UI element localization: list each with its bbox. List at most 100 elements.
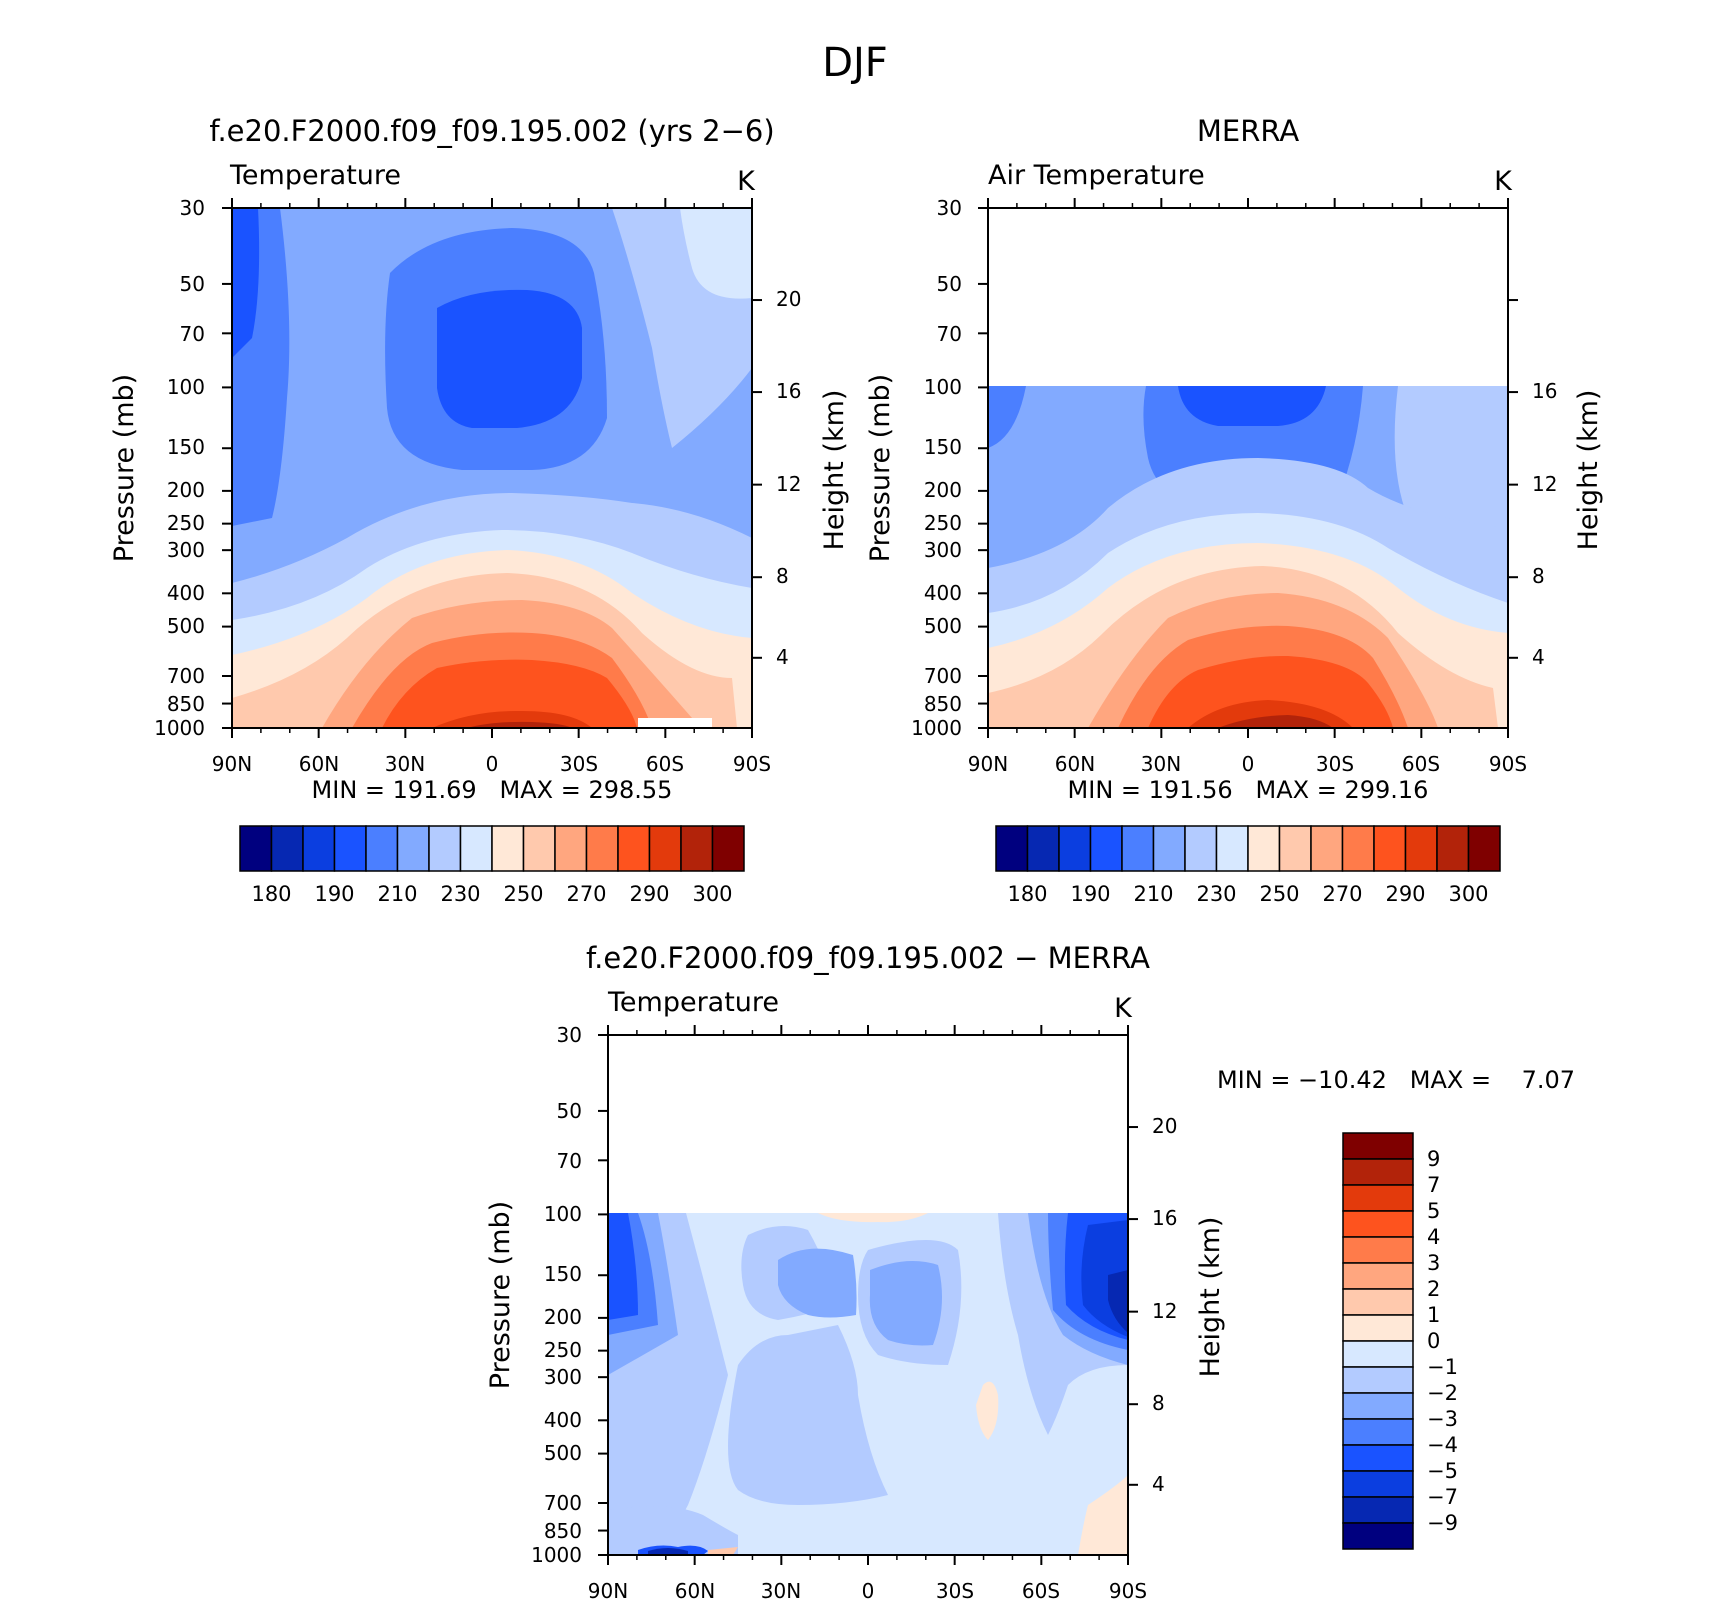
x-tick-label: 60N	[675, 1579, 715, 1600]
y-tick-label: 700	[167, 664, 205, 688]
x-tick-label: 30N	[1141, 752, 1181, 776]
colorbar-label: 290	[629, 882, 669, 906]
colorbar-swatch	[585, 825, 619, 872]
y-tick-label: 1000	[531, 1543, 582, 1567]
colorbar-label: 290	[1385, 882, 1425, 906]
tick-marks	[222, 198, 762, 738]
colorbar-swatch	[302, 825, 336, 872]
y-right-tick-label: 4	[1152, 1472, 1165, 1496]
panel-difference-y-ticks: 30 50 70 100 150 200 250 300 400 500 700…	[531, 1023, 582, 1567]
colorbar-swatch	[270, 825, 304, 872]
colorbar-label: 1	[1427, 1303, 1440, 1327]
panel-model-stats: MIN = 191.69 MAX = 298.55	[312, 776, 673, 804]
colorbar-swatch	[1342, 1132, 1414, 1160]
y-tick-label: 500	[924, 614, 962, 638]
y-tick-label: 850	[924, 692, 962, 716]
colorbar-swatch	[1184, 825, 1218, 872]
y-right-tick-label: 8	[776, 564, 789, 588]
colorbar-swatch	[711, 825, 745, 872]
panel-difference-plot-area	[608, 1213, 1128, 1555]
colorbar-swatch	[1342, 1158, 1414, 1186]
colorbar-swatch	[1058, 825, 1092, 872]
y-tick-label: 250	[924, 511, 962, 535]
colorbar-swatch	[1342, 1496, 1414, 1524]
colorbar-label: −4	[1427, 1433, 1458, 1457]
panel-merra-y-ticks: 30 50 70 100 150 200 250 300 400 500 700…	[911, 196, 962, 740]
y-tick-label: 1000	[911, 716, 962, 740]
colorbar-swatch	[648, 825, 682, 872]
y-right-tick-label: 4	[776, 645, 789, 669]
y-right-tick-label: 12	[1152, 1299, 1177, 1323]
x-tick-label: 90S	[733, 752, 771, 776]
colorbar-label: 230	[1196, 882, 1236, 906]
colorbar-swatch	[1026, 825, 1060, 872]
y-right-tick-label: 16	[776, 379, 801, 403]
colorbar-swatch	[1436, 825, 1470, 872]
x-tick-label: 90S	[1489, 752, 1527, 776]
colorbar-swatch	[1342, 1470, 1414, 1498]
y-tick-label: 50	[937, 272, 962, 296]
y-right-tick-label: 16	[1152, 1206, 1177, 1230]
colorbar-label: 270	[1322, 882, 1362, 906]
panel-difference-variable-label: Temperature	[607, 987, 779, 1018]
colorbar-swatch	[617, 825, 651, 872]
colorbar-swatch	[1404, 825, 1438, 872]
y-right-tick-label: 12	[1532, 472, 1557, 496]
colorbar-label: 5	[1427, 1199, 1440, 1223]
colorbar-label: 190	[1070, 882, 1110, 906]
panel-difference-units-label: K	[1114, 993, 1133, 1024]
y-tick-label: 30	[557, 1023, 582, 1047]
colorbar-label: 270	[566, 882, 606, 906]
colorbar-label: −1	[1427, 1355, 1458, 1379]
panel-difference-y-right-ticks: 20 16 12 8 4	[1152, 1114, 1177, 1496]
panel-difference-y-axis-label: Pressure (mb)	[485, 1201, 516, 1389]
panel-model-x-ticks: 90N 60N 30N 0 30S 60S 90S	[212, 752, 771, 776]
colorbar-label: −2	[1427, 1381, 1458, 1405]
colorbar-label: 300	[1448, 882, 1488, 906]
colorbar-swatch	[1342, 1444, 1414, 1472]
colorbar-swatch	[1342, 1340, 1414, 1368]
colorbar-label: 190	[314, 882, 354, 906]
colorbar-swatch	[491, 825, 525, 872]
y-tick-label: 150	[167, 435, 205, 459]
colorbar-label: 180	[251, 882, 291, 906]
y-tick-label: 100	[924, 375, 962, 399]
x-tick-label: 30S	[936, 1579, 974, 1600]
panel-merra-x-ticks: 90N 60N 30N 0 30S 60S 90S	[968, 752, 1527, 776]
y-tick-label: 50	[180, 272, 205, 296]
panel-merra-colorbar: 180 190 210 230 250 270 290 300	[995, 825, 1501, 906]
colorbar-swatch	[1342, 1522, 1414, 1550]
y-tick-label: 300	[924, 538, 962, 562]
colorbar-swatch	[459, 825, 493, 872]
y-tick-label: 300	[544, 1365, 582, 1389]
colorbar-swatch	[396, 825, 430, 872]
panel-model: f.e20.F2000.f09_f09.195.002 (yrs 2−6) Te…	[109, 114, 850, 906]
x-tick-label: 90S	[1109, 1579, 1147, 1600]
colorbar-swatch	[1342, 1418, 1414, 1446]
colorbar-swatch	[1342, 1236, 1414, 1264]
x-tick-label: 0	[486, 752, 499, 776]
x-tick-label: 90N	[588, 1579, 628, 1600]
figure-title: DJF	[822, 40, 888, 86]
x-tick-label: 90N	[212, 752, 252, 776]
y-tick-label: 30	[937, 196, 962, 220]
colorbar-swatch	[1247, 825, 1281, 872]
x-tick-label: 0	[862, 1579, 875, 1600]
colorbar-swatch	[239, 825, 273, 872]
colorbar-swatch	[1121, 825, 1155, 872]
panel-difference-title: f.e20.F2000.f09_f09.195.002 − MERRA	[586, 941, 1150, 975]
panel-merra: MERRA Air Temperature K 30 50 70 100 150	[865, 114, 1604, 906]
panel-model-y-axis-label: Pressure (mb)	[109, 374, 140, 562]
colorbar-label: −3	[1427, 1407, 1458, 1431]
y-tick-label: 400	[167, 581, 205, 605]
x-tick-label: 60S	[1402, 752, 1440, 776]
y-tick-label: 150	[924, 435, 962, 459]
y-right-tick-label: 20	[1152, 1114, 1177, 1138]
colorbar-swatch	[522, 825, 556, 872]
panel-model-title: f.e20.F2000.f09_f09.195.002 (yrs 2−6)	[209, 114, 774, 148]
colorbar-swatch	[333, 825, 367, 872]
y-tick-label: 70	[937, 322, 962, 346]
x-tick-label: 0	[1242, 752, 1255, 776]
